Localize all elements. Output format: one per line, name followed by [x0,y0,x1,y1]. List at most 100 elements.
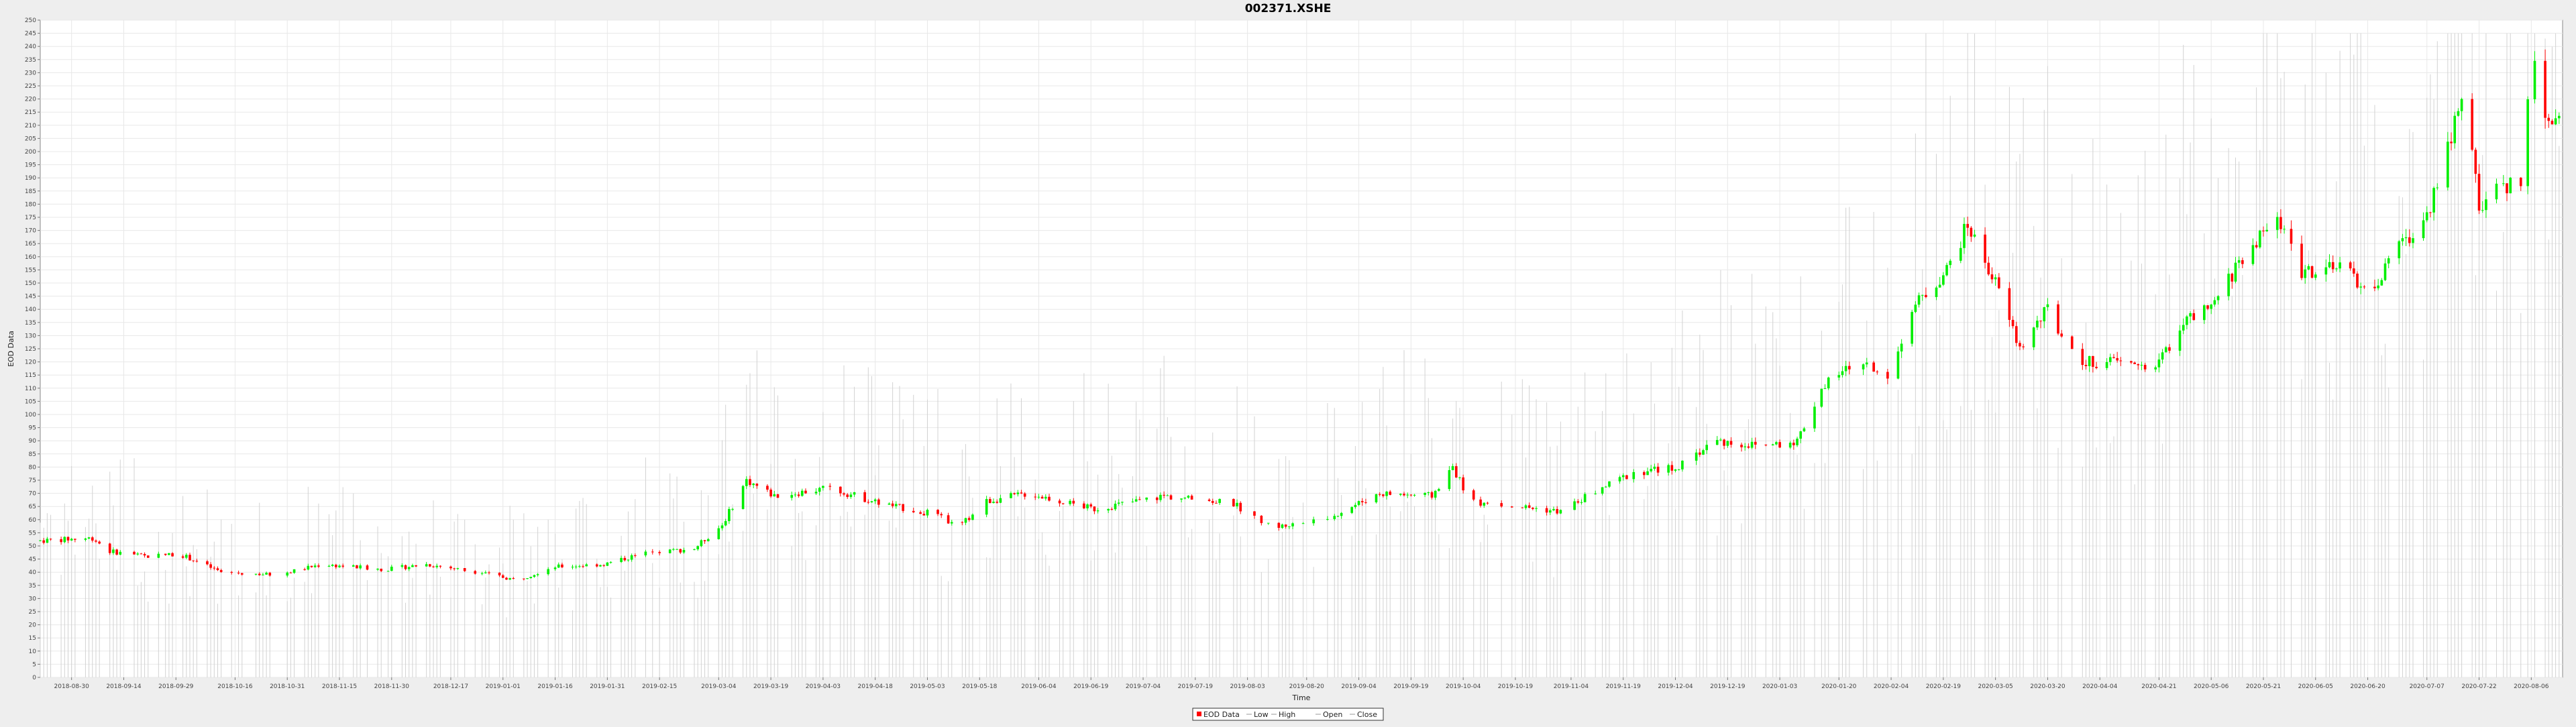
candle-body [1576,501,1580,503]
x-tick-label: 2019-01-31 [590,683,625,690]
y-tick-label: 155 [25,267,36,274]
candle-body [1778,442,1781,448]
legend: EOD Data Low High Open Close [1192,708,1384,721]
candle-body [1023,493,1026,497]
y-tick-label: 240 [25,44,36,50]
y-tick-label: 130 [25,333,36,339]
y-tick-label: 205 [25,135,36,142]
candle-body [439,565,442,567]
candle-body [2471,99,2473,150]
candle-body [1723,439,1725,446]
candle-body [679,549,682,553]
candle-body [2485,199,2487,211]
candle-body [1424,492,1426,495]
candle-body [1169,495,1173,500]
candle-body [1010,493,1012,498]
candle-body [508,578,511,580]
candle-body [1451,466,1454,471]
candle-body [877,499,880,505]
candle-body [1438,489,1440,491]
x-tick-label: 2020-06-05 [2298,683,2333,690]
candle-body [1281,524,1284,528]
candle-body [1190,496,1193,500]
y-tick-label: 10 [29,649,37,655]
candle-body [1925,294,1927,297]
candle-body [553,567,557,569]
candle-body [992,502,995,504]
candle-body [1548,510,1552,513]
candle-body [1399,494,1402,495]
candle-body [87,537,91,539]
y-tick-label: 40 [29,569,37,576]
candle-body [1935,287,1938,297]
candle-body [2544,60,2546,118]
candle-body [1267,522,1270,524]
candle-body [2241,260,2244,264]
candle-body [582,566,584,567]
y-tick-label: 85 [29,451,36,458]
candle-body [1670,465,1674,471]
candle-body [2314,274,2317,278]
candle-body [682,550,686,553]
candle-body [1705,445,1709,451]
candle-body [1239,502,1242,512]
candle-body [1625,475,1628,480]
candle-body [839,486,842,494]
candle-body [724,520,727,526]
candle-body [1799,431,1803,439]
candle-body [2300,243,2303,278]
candle-body [2453,115,2457,144]
candle-body [1650,469,1653,471]
candle-body [1301,523,1305,524]
candle-body [2140,365,2143,366]
candle-body [814,492,818,494]
candle-body [2481,210,2484,211]
candle-body [870,501,873,503]
candle-body [728,508,731,521]
candle-body [1942,275,1945,285]
candle-body [1886,372,1889,379]
candle-body [108,543,111,553]
candle-body [1715,440,1719,445]
x-tick-label: 2018-10-31 [270,683,305,690]
candle-body [676,549,678,550]
candle-body [922,514,926,516]
candle-body [2234,262,2237,282]
candle-body [1357,501,1360,505]
candle-body [1841,371,1844,376]
y-tick-label: 15 [29,635,36,642]
candle-body [595,564,598,567]
candle-body [1350,507,1354,513]
candle-body [766,486,769,490]
candle-body [168,553,170,555]
y-tick-label: 235 [25,57,36,64]
candle-body [1016,492,1020,494]
candle-body [230,571,233,573]
candle-body [894,504,898,506]
y-tick-label: 20 [29,622,37,629]
candle-body [1945,265,1948,276]
y-tick-label: 210 [25,123,36,129]
candle-body [1775,442,1778,445]
candle-body [1959,247,1962,261]
candle-body [164,553,167,555]
y-tick-label: 5 [32,661,36,668]
candle-body [2133,362,2136,364]
candle-body [1848,366,1851,370]
candle-body [415,565,417,567]
candle-body [828,486,832,487]
candle-body [1667,465,1670,473]
candle-body [2506,183,2508,194]
candle-body [171,553,174,557]
candle-body [888,503,891,505]
candle-body [143,554,146,556]
candle-body [1061,503,1065,504]
candle-body [1486,502,1489,504]
candle-body [2279,217,2282,229]
candle-body [818,488,821,492]
candle-body [996,502,999,503]
candle-body [1110,508,1114,510]
candle-body [1643,471,1646,476]
y-tick-label: 0 [32,675,36,681]
candle-body [1621,475,1625,478]
